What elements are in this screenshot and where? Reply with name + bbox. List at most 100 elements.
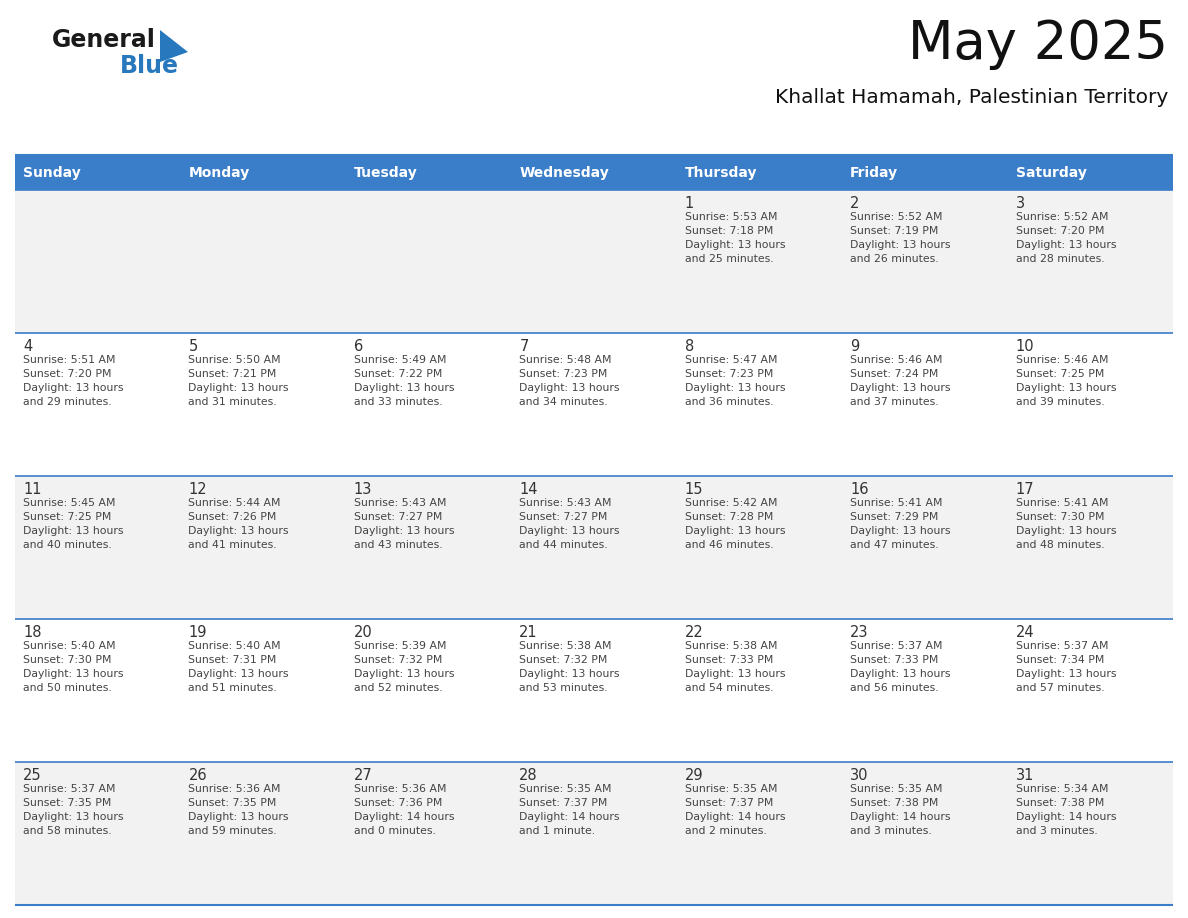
Text: 29: 29 — [684, 768, 703, 783]
Text: Sunrise: 5:37 AM
Sunset: 7:34 PM
Daylight: 13 hours
and 57 minutes.: Sunrise: 5:37 AM Sunset: 7:34 PM Dayligh… — [1016, 641, 1116, 693]
Text: Sunrise: 5:52 AM
Sunset: 7:20 PM
Daylight: 13 hours
and 28 minutes.: Sunrise: 5:52 AM Sunset: 7:20 PM Dayligh… — [1016, 212, 1116, 264]
Bar — [842, 155, 1007, 190]
Text: Sunrise: 5:36 AM
Sunset: 7:35 PM
Daylight: 13 hours
and 59 minutes.: Sunrise: 5:36 AM Sunset: 7:35 PM Dayligh… — [189, 784, 289, 836]
Text: 15: 15 — [684, 482, 703, 497]
Text: 26: 26 — [189, 768, 207, 783]
Text: Sunrise: 5:50 AM
Sunset: 7:21 PM
Daylight: 13 hours
and 31 minutes.: Sunrise: 5:50 AM Sunset: 7:21 PM Dayligh… — [189, 355, 289, 407]
Text: 25: 25 — [23, 768, 42, 783]
Text: Sunrise: 5:35 AM
Sunset: 7:37 PM
Daylight: 14 hours
and 1 minute.: Sunrise: 5:35 AM Sunset: 7:37 PM Dayligh… — [519, 784, 620, 836]
Bar — [511, 762, 677, 905]
Text: Sunrise: 5:38 AM
Sunset: 7:32 PM
Daylight: 13 hours
and 53 minutes.: Sunrise: 5:38 AM Sunset: 7:32 PM Dayligh… — [519, 641, 620, 693]
Text: 24: 24 — [1016, 625, 1035, 640]
Text: 14: 14 — [519, 482, 538, 497]
Text: 20: 20 — [354, 625, 373, 640]
Text: 12: 12 — [189, 482, 207, 497]
Text: 21: 21 — [519, 625, 538, 640]
Bar — [346, 762, 511, 905]
Bar — [511, 155, 677, 190]
Text: Sunrise: 5:37 AM
Sunset: 7:35 PM
Daylight: 13 hours
and 58 minutes.: Sunrise: 5:37 AM Sunset: 7:35 PM Dayligh… — [23, 784, 124, 836]
Polygon shape — [160, 30, 188, 62]
Bar — [181, 619, 346, 762]
Text: Sunrise: 5:52 AM
Sunset: 7:19 PM
Daylight: 13 hours
and 26 minutes.: Sunrise: 5:52 AM Sunset: 7:19 PM Dayligh… — [851, 212, 950, 264]
Text: 6: 6 — [354, 339, 364, 354]
Text: 18: 18 — [23, 625, 42, 640]
Text: Sunrise: 5:35 AM
Sunset: 7:37 PM
Daylight: 14 hours
and 2 minutes.: Sunrise: 5:35 AM Sunset: 7:37 PM Dayligh… — [684, 784, 785, 836]
Text: 17: 17 — [1016, 482, 1035, 497]
Text: Sunrise: 5:40 AM
Sunset: 7:30 PM
Daylight: 13 hours
and 50 minutes.: Sunrise: 5:40 AM Sunset: 7:30 PM Dayligh… — [23, 641, 124, 693]
Bar — [181, 190, 346, 333]
Text: 27: 27 — [354, 768, 373, 783]
Bar — [511, 619, 677, 762]
Text: 2: 2 — [851, 196, 859, 211]
Text: Sunrise: 5:34 AM
Sunset: 7:38 PM
Daylight: 14 hours
and 3 minutes.: Sunrise: 5:34 AM Sunset: 7:38 PM Dayligh… — [1016, 784, 1116, 836]
Bar — [842, 190, 1007, 333]
Text: 30: 30 — [851, 768, 868, 783]
Text: Wednesday: Wednesday — [519, 165, 609, 180]
Text: Sunrise: 5:53 AM
Sunset: 7:18 PM
Daylight: 13 hours
and 25 minutes.: Sunrise: 5:53 AM Sunset: 7:18 PM Dayligh… — [684, 212, 785, 264]
Text: Friday: Friday — [851, 165, 898, 180]
Bar — [842, 476, 1007, 619]
Bar — [842, 619, 1007, 762]
Text: May 2025: May 2025 — [908, 18, 1168, 70]
Text: Sunrise: 5:43 AM
Sunset: 7:27 PM
Daylight: 13 hours
and 44 minutes.: Sunrise: 5:43 AM Sunset: 7:27 PM Dayligh… — [519, 498, 620, 550]
Text: 3: 3 — [1016, 196, 1025, 211]
Text: 9: 9 — [851, 339, 859, 354]
Bar — [181, 333, 346, 476]
Bar — [15, 476, 181, 619]
Text: Sunrise: 5:41 AM
Sunset: 7:29 PM
Daylight: 13 hours
and 47 minutes.: Sunrise: 5:41 AM Sunset: 7:29 PM Dayligh… — [851, 498, 950, 550]
Bar — [511, 333, 677, 476]
Text: 10: 10 — [1016, 339, 1035, 354]
Text: Sunrise: 5:35 AM
Sunset: 7:38 PM
Daylight: 14 hours
and 3 minutes.: Sunrise: 5:35 AM Sunset: 7:38 PM Dayligh… — [851, 784, 950, 836]
Bar — [1007, 619, 1173, 762]
Text: Sunrise: 5:40 AM
Sunset: 7:31 PM
Daylight: 13 hours
and 51 minutes.: Sunrise: 5:40 AM Sunset: 7:31 PM Dayligh… — [189, 641, 289, 693]
Bar — [15, 619, 181, 762]
Bar — [346, 476, 511, 619]
Text: Sunrise: 5:46 AM
Sunset: 7:24 PM
Daylight: 13 hours
and 37 minutes.: Sunrise: 5:46 AM Sunset: 7:24 PM Dayligh… — [851, 355, 950, 407]
Bar — [15, 155, 181, 190]
Bar — [677, 619, 842, 762]
Text: 31: 31 — [1016, 768, 1034, 783]
Text: 13: 13 — [354, 482, 372, 497]
Bar — [842, 762, 1007, 905]
Bar — [842, 333, 1007, 476]
Bar — [181, 155, 346, 190]
Text: Thursday: Thursday — [684, 165, 757, 180]
Bar — [511, 190, 677, 333]
Text: Sunrise: 5:41 AM
Sunset: 7:30 PM
Daylight: 13 hours
and 48 minutes.: Sunrise: 5:41 AM Sunset: 7:30 PM Dayligh… — [1016, 498, 1116, 550]
Bar — [181, 476, 346, 619]
Text: Khallat Hamamah, Palestinian Territory: Khallat Hamamah, Palestinian Territory — [775, 88, 1168, 107]
Text: 28: 28 — [519, 768, 538, 783]
Text: Tuesday: Tuesday — [354, 165, 418, 180]
Text: Sunrise: 5:42 AM
Sunset: 7:28 PM
Daylight: 13 hours
and 46 minutes.: Sunrise: 5:42 AM Sunset: 7:28 PM Dayligh… — [684, 498, 785, 550]
Bar — [1007, 155, 1173, 190]
Text: Sunday: Sunday — [23, 165, 81, 180]
Bar — [15, 190, 181, 333]
Text: Sunrise: 5:48 AM
Sunset: 7:23 PM
Daylight: 13 hours
and 34 minutes.: Sunrise: 5:48 AM Sunset: 7:23 PM Dayligh… — [519, 355, 620, 407]
Text: Sunrise: 5:39 AM
Sunset: 7:32 PM
Daylight: 13 hours
and 52 minutes.: Sunrise: 5:39 AM Sunset: 7:32 PM Dayligh… — [354, 641, 454, 693]
Text: 5: 5 — [189, 339, 197, 354]
Text: 22: 22 — [684, 625, 703, 640]
Bar — [346, 333, 511, 476]
Bar — [677, 762, 842, 905]
Text: 4: 4 — [23, 339, 32, 354]
Text: 7: 7 — [519, 339, 529, 354]
Bar — [1007, 476, 1173, 619]
Text: 8: 8 — [684, 339, 694, 354]
Bar — [15, 333, 181, 476]
Bar — [677, 190, 842, 333]
Text: 23: 23 — [851, 625, 868, 640]
Text: Monday: Monday — [189, 165, 249, 180]
Bar — [181, 762, 346, 905]
Text: Blue: Blue — [120, 54, 179, 78]
Text: 19: 19 — [189, 625, 207, 640]
Bar — [677, 155, 842, 190]
Text: Sunrise: 5:49 AM
Sunset: 7:22 PM
Daylight: 13 hours
and 33 minutes.: Sunrise: 5:49 AM Sunset: 7:22 PM Dayligh… — [354, 355, 454, 407]
Text: Sunrise: 5:47 AM
Sunset: 7:23 PM
Daylight: 13 hours
and 36 minutes.: Sunrise: 5:47 AM Sunset: 7:23 PM Dayligh… — [684, 355, 785, 407]
Bar — [346, 619, 511, 762]
Bar — [346, 155, 511, 190]
Text: 1: 1 — [684, 196, 694, 211]
Text: Sunrise: 5:36 AM
Sunset: 7:36 PM
Daylight: 14 hours
and 0 minutes.: Sunrise: 5:36 AM Sunset: 7:36 PM Dayligh… — [354, 784, 454, 836]
Bar — [346, 190, 511, 333]
Bar — [1007, 333, 1173, 476]
Bar — [677, 333, 842, 476]
